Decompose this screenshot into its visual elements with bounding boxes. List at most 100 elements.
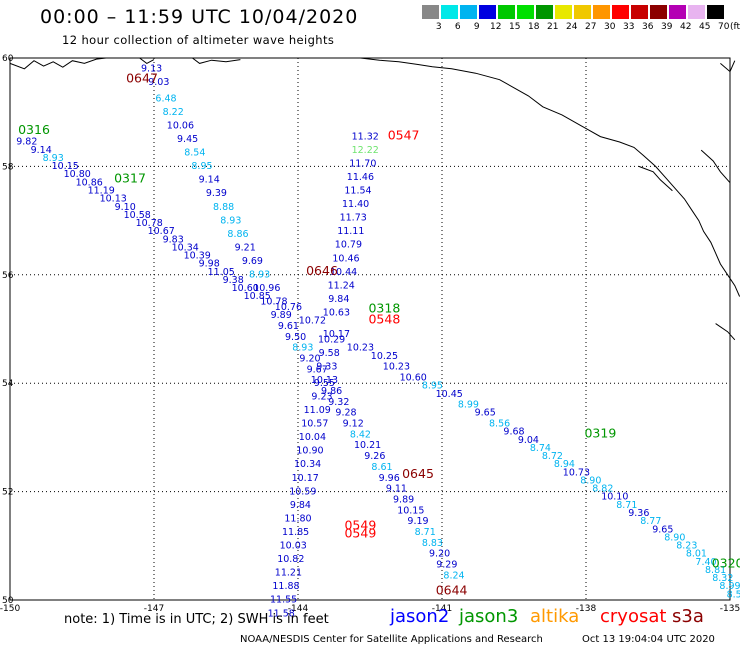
wave-height-value: 11.46: [347, 172, 374, 183]
page-title: 00:00 – 11:59 UTC 10/04/2020: [40, 6, 359, 28]
wave-height-value: 10.46: [332, 253, 359, 264]
color-swatch: [422, 5, 440, 19]
wave-height-value: 8.93: [43, 153, 64, 164]
pass-time-label: 0320: [712, 556, 740, 571]
axis-labels: -150 -147 -144 -141 -138 -135 60 58 56 54 52 50: [0, 54, 740, 614]
wave-height-value: 9.45: [177, 134, 198, 145]
wave-height-value: 9.13: [141, 64, 162, 75]
wave-height-value: 10.34: [294, 459, 321, 470]
wave-height-value: 9.98: [199, 259, 220, 270]
wave-height-value: 10.72: [299, 316, 326, 327]
pass-time-label: 0645: [402, 466, 434, 481]
wave-height-value: 9.86: [321, 386, 342, 397]
color-scale-label: 12: [490, 22, 502, 32]
latitude-label: 58: [2, 162, 14, 172]
wave-height-value: 11.32: [352, 131, 379, 142]
wave-height-value: 11.85: [282, 527, 309, 538]
pass-time-label: 0647: [126, 70, 158, 85]
legend-cryosat: cryosat: [600, 606, 667, 627]
wave-height-value: 10.10: [601, 492, 628, 503]
wave-height-value: 8.90: [580, 476, 601, 487]
coastline-segment: [139, 57, 155, 64]
color-scale-label: 36: [642, 22, 654, 32]
wave-height-value: 10.15: [52, 161, 79, 172]
color-scale-label: 42: [680, 22, 692, 32]
color-scale-label: 33: [623, 22, 635, 32]
legend-jason3: jason3: [459, 606, 519, 627]
wave-height-value: 11.54: [344, 186, 371, 197]
wave-height-value: 11.19: [88, 186, 115, 197]
wave-height-value: 9.65: [652, 524, 673, 535]
wave-height-value: 10.80: [64, 169, 91, 180]
coastline: [9, 57, 740, 341]
wave-height-value: 9.12: [343, 419, 364, 430]
wave-height-value: 9.83: [163, 234, 184, 245]
latitude-label: 60: [2, 54, 14, 64]
wave-height-value: 10.90: [296, 446, 323, 457]
color-swatch: [517, 5, 535, 19]
color-swatch: [498, 5, 516, 19]
wave-height-value: 11.88: [272, 581, 299, 592]
latitude-label: 54: [2, 379, 14, 389]
color-swatch: [631, 5, 649, 19]
wave-height-value: 10.06: [167, 121, 194, 132]
wave-height-value: 9.23: [311, 392, 332, 403]
longitude-label: -135: [720, 604, 740, 614]
wave-height-value: 8.99: [719, 581, 740, 592]
wave-height-value: 9.82: [16, 137, 37, 148]
wave-height-value: 11.21: [275, 568, 302, 579]
wave-height-value: 10.57: [301, 419, 328, 430]
wave-height-value: 9.61: [278, 321, 299, 332]
wave-height-value: 11.73: [340, 213, 367, 224]
color-scale-label: 70: [718, 22, 730, 32]
coastline-segment: [360, 57, 740, 297]
wave-height-value: 8.24: [443, 570, 464, 581]
color-scale-label: 15: [509, 22, 521, 32]
color-scale-label: 6: [454, 22, 461, 32]
wave-height-value: 10.85: [244, 291, 271, 302]
color-scale-label: 39: [661, 22, 673, 32]
wave-height-value: 10.78: [260, 297, 287, 308]
wave-height-value: 9.84: [328, 294, 349, 305]
wave-height-value: 10.34: [172, 242, 199, 253]
wave-height-value: 10.04: [299, 432, 326, 443]
coastline-segment: [9, 57, 107, 70]
color-scale-unit: (ft): [730, 22, 740, 32]
wave-height-value: 10.29: [318, 335, 345, 346]
wave-height-value: 9.39: [206, 188, 227, 199]
wave-height-value: 10.79: [335, 240, 362, 251]
wave-height-value: 8.83: [422, 538, 443, 549]
wave-height-value: 10.78: [136, 218, 163, 229]
color-scale-label: 21: [547, 22, 559, 32]
wave-height-value: 9.19: [407, 516, 428, 527]
wave-height-value: 9.67: [307, 364, 328, 375]
wave-height-value: 8.23: [676, 541, 697, 552]
wave-height-value: 11.58: [268, 608, 295, 619]
wave-height-value: 8.90: [664, 532, 685, 543]
longitude-label: -141: [432, 604, 452, 614]
color-scale-label: 18: [528, 22, 540, 32]
color-swatch: [612, 5, 630, 19]
color-swatch: [688, 5, 706, 19]
wave-height-value: 9.96: [379, 473, 400, 484]
wave-height-value: 10.15: [397, 505, 424, 516]
wave-height-value: 10.67: [148, 226, 175, 237]
wave-height-value: 9.20: [299, 354, 320, 365]
color-scale-label: 9: [473, 22, 480, 32]
wave-height-value: 10.17: [323, 329, 350, 340]
pass-time-label: 0549: [344, 518, 376, 533]
wave-height-value: 9.33: [316, 362, 337, 373]
wave-height-value: 8.99: [458, 400, 479, 411]
wave-height-value: 9.04: [518, 435, 539, 446]
color-scale-label: 30: [604, 22, 616, 32]
wave-height-value: 11.70: [349, 158, 376, 169]
wave-height-value: 9.21: [235, 242, 256, 253]
wave-height-value: 9.11: [386, 484, 407, 495]
coastline-segment: [638, 165, 673, 192]
wave-height-value: 10.45: [436, 389, 463, 400]
map-frame: [9, 57, 731, 601]
wave-height-value: 8.32: [712, 573, 733, 584]
wave-height-value: 8.42: [350, 429, 371, 440]
coastline-segment: [192, 57, 241, 64]
